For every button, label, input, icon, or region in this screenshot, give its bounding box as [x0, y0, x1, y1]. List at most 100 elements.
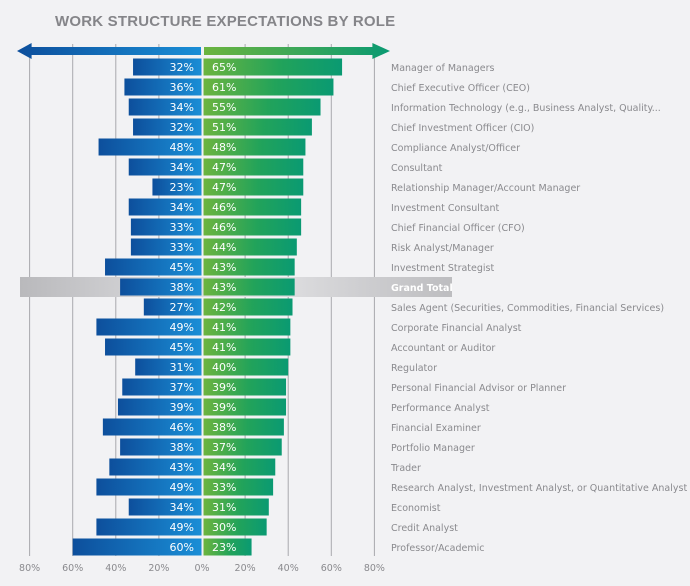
- bar-right: [203, 138, 306, 156]
- data-label-right: 47%: [212, 181, 236, 194]
- bar-right: [203, 258, 295, 276]
- data-label-left: 43%: [170, 461, 194, 474]
- bar-right: [203, 438, 282, 456]
- data-label-left: 60%: [170, 541, 194, 554]
- data-label-right: 46%: [212, 221, 236, 234]
- category-label: Regulator: [391, 363, 437, 374]
- right-arrow: [204, 43, 390, 59]
- category-label: Trader: [390, 463, 421, 474]
- data-label-left: 32%: [170, 61, 194, 74]
- bar-left: [128, 498, 202, 516]
- category-label: Accountant or Auditor: [391, 343, 495, 354]
- category-label: Credit Analyst: [391, 523, 458, 534]
- bar-left: [128, 158, 202, 176]
- category-label: Consultant: [391, 163, 443, 174]
- data-label-left: 34%: [170, 501, 194, 514]
- category-label: Professor/Academic: [391, 543, 484, 554]
- category-label: Grand Total: [391, 283, 453, 294]
- bar-right: [203, 518, 267, 536]
- x-tick-label: 80%: [19, 563, 40, 574]
- bar-left: [96, 478, 202, 496]
- bar-right: [203, 98, 321, 116]
- data-label-right: 46%: [212, 201, 236, 214]
- data-label-right: 65%: [212, 61, 236, 74]
- x-tick-label: 20%: [148, 563, 169, 574]
- bar-right: [203, 198, 302, 216]
- data-label-right: 38%: [212, 421, 236, 434]
- data-label-left: 49%: [170, 321, 194, 334]
- data-label-right: 39%: [212, 401, 236, 414]
- data-label-left: 31%: [170, 361, 194, 374]
- bar-right: [203, 218, 302, 236]
- data-label-right: 39%: [212, 381, 236, 394]
- bar-right: [203, 378, 287, 396]
- bar-left: [130, 218, 202, 236]
- data-label-right: 41%: [212, 341, 236, 354]
- data-label-right: 43%: [212, 261, 236, 274]
- data-label-right: 55%: [212, 101, 236, 114]
- data-label-left: 23%: [170, 181, 194, 194]
- bar-left: [120, 438, 202, 456]
- data-label-left: 33%: [170, 241, 194, 254]
- bar-right: [203, 278, 295, 296]
- bar-right: [203, 418, 284, 436]
- x-tick-label: 60%: [62, 563, 83, 574]
- data-label-left: 37%: [170, 381, 194, 394]
- category-label: Information Technology (e.g., Business A…: [391, 103, 661, 114]
- bar-left: [120, 278, 202, 296]
- data-label-left: 32%: [170, 121, 194, 134]
- data-label-right: 44%: [212, 241, 236, 254]
- data-label-left: 34%: [170, 201, 194, 214]
- bar-right: [203, 298, 293, 316]
- category-label: Investment Strategist: [391, 263, 494, 274]
- data-label-right: 30%: [212, 521, 236, 534]
- data-label-left: 45%: [170, 341, 194, 354]
- data-label-right: 31%: [212, 501, 236, 514]
- data-label-left: 36%: [170, 81, 194, 94]
- x-tick-label: 40%: [278, 563, 299, 574]
- category-label: Chief Executive Officer (CEO): [391, 83, 530, 94]
- bar-right: [203, 358, 289, 376]
- x-tick-label: 20%: [235, 563, 256, 574]
- category-label: Financial Examiner: [391, 423, 481, 434]
- bar-left: [96, 318, 202, 336]
- data-label-left: 38%: [170, 281, 194, 294]
- bar-left: [133, 58, 202, 76]
- bar-right: [203, 118, 312, 136]
- x-tick-label: 60%: [321, 563, 342, 574]
- bar-right: [203, 498, 269, 516]
- data-label-left: 38%: [170, 441, 194, 454]
- data-label-right: 47%: [212, 161, 236, 174]
- bar-left: [96, 518, 202, 536]
- bar-right: [203, 538, 252, 556]
- left-arrow: [17, 43, 201, 59]
- data-label-left: 34%: [170, 101, 194, 114]
- bar-left: [128, 198, 202, 216]
- bar-right: [203, 238, 297, 256]
- data-label-right: 42%: [212, 301, 236, 314]
- category-label: Research Analyst, Investment Analyst, or…: [391, 483, 687, 494]
- category-label: Compliance Analyst/Officer: [391, 143, 520, 154]
- data-label-left: 48%: [170, 141, 194, 154]
- category-label: Sales Agent (Securities, Commodities, Fi…: [391, 303, 664, 314]
- category-label: Chief Financial Officer (CFO): [391, 223, 525, 234]
- bar-right: [203, 338, 291, 356]
- bar-left: [133, 118, 202, 136]
- category-label: Personal Financial Advisor or Planner: [391, 383, 566, 394]
- x-tick-label: 0%: [194, 563, 209, 574]
- x-tick-label: 40%: [105, 563, 126, 574]
- data-label-right: 40%: [212, 361, 236, 374]
- bar-left: [124, 78, 202, 96]
- category-label: Economist: [391, 503, 441, 514]
- bar-right: [203, 458, 276, 476]
- data-label-left: 33%: [170, 221, 194, 234]
- x-tick-label: 80%: [364, 563, 385, 574]
- bar-right: [203, 398, 287, 416]
- data-label-right: 37%: [212, 441, 236, 454]
- category-label: Corporate Financial Analyst: [391, 323, 522, 334]
- data-label-right: 41%: [212, 321, 236, 334]
- data-label-right: 51%: [212, 121, 236, 134]
- bar-left: [98, 138, 202, 156]
- data-label-left: 39%: [170, 401, 194, 414]
